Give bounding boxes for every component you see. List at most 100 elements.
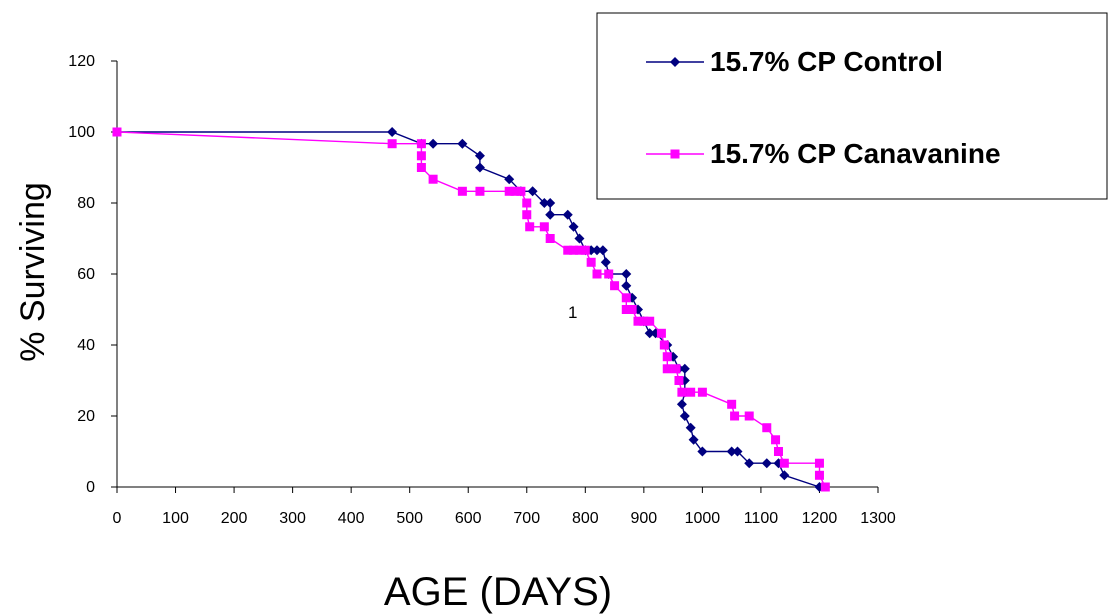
y-tick-label: 40 — [77, 337, 95, 354]
data-point-canavanine — [671, 364, 681, 374]
data-point-control — [688, 434, 699, 445]
data-point-canavanine — [387, 139, 397, 149]
data-point-control — [568, 221, 579, 232]
data-point-control — [726, 446, 737, 457]
data-point-canavanine — [662, 352, 672, 362]
data-point-canavanine — [633, 316, 643, 326]
data-point-canavanine — [525, 222, 535, 232]
data-point-control — [732, 446, 743, 457]
data-point-canavanine — [416, 151, 426, 161]
data-point-control — [621, 280, 632, 291]
data-point-control — [676, 399, 687, 410]
x-tick-label: 200 — [221, 510, 248, 527]
data-point-canavanine — [545, 234, 555, 243]
data-point-control — [592, 245, 603, 256]
data-point-canavanine — [592, 269, 602, 279]
data-point-canavanine — [522, 198, 532, 208]
data-point-canavanine — [516, 186, 526, 196]
data-point-canavanine — [574, 245, 584, 255]
data-point-canavanine — [627, 305, 637, 314]
data-point-control — [539, 198, 550, 208]
data-point-control — [697, 446, 708, 457]
legend-marker-control — [670, 57, 680, 67]
data-point-canavanine — [779, 458, 789, 468]
y-axis-label: % Surviving — [14, 182, 52, 362]
data-point-canavanine — [771, 435, 781, 445]
data-point-canavanine — [645, 316, 655, 326]
data-point-canavanine — [656, 328, 666, 338]
data-point-canavanine — [727, 399, 737, 409]
x-tick-label: 900 — [630, 510, 657, 527]
data-point-canavanine — [604, 269, 614, 279]
x-tick-label: 100 — [162, 510, 189, 527]
x-tick-label: 1100 — [744, 510, 779, 527]
data-point-canavanine — [697, 387, 707, 397]
legend: 15.7% CP Control 15.7% CP Canavanine — [596, 12, 1108, 200]
data-point-canavanine — [428, 174, 438, 184]
data-point-canavanine — [586, 257, 596, 267]
data-point-canavanine — [610, 281, 620, 291]
y-tick-label: 120 — [68, 53, 95, 70]
data-point-control — [761, 458, 772, 469]
data-point-control — [545, 198, 556, 208]
data-point-canavanine — [112, 127, 122, 137]
legend-box — [596, 12, 1108, 200]
x-tick-label: 300 — [279, 510, 306, 527]
legend-label-canavanine: 15.7% CP Canavanine — [710, 138, 1001, 169]
data-point-control — [679, 363, 690, 374]
data-point-canavanine — [773, 447, 783, 456]
data-point-canavanine — [674, 376, 684, 385]
data-point-control — [679, 411, 690, 421]
data-point-canavanine — [814, 470, 824, 480]
data-point-control — [474, 162, 485, 173]
data-point-canavanine — [744, 411, 754, 421]
data-point-canavanine — [522, 210, 532, 220]
x-tick-label: 800 — [572, 510, 599, 527]
data-point-canavanine — [686, 387, 696, 397]
series-layer — [112, 127, 830, 492]
data-point-control — [621, 269, 632, 279]
x-tick-label: 0 — [113, 510, 122, 527]
data-point-control — [597, 245, 608, 256]
x-tick-label: 600 — [455, 510, 482, 527]
data-point-canavanine — [662, 364, 672, 374]
data-point-canavanine — [563, 245, 573, 255]
data-point-control — [457, 138, 468, 149]
x-axis-label: AGE (DAYS) — [384, 570, 612, 614]
data-point-canavanine — [730, 411, 740, 421]
data-point-control — [527, 186, 538, 197]
data-point-canavanine — [639, 316, 649, 326]
data-point-control — [644, 328, 655, 339]
data-point-canavanine — [621, 305, 631, 314]
data-point-canavanine — [416, 163, 426, 172]
data-point-canavanine — [580, 245, 590, 255]
data-point-canavanine — [659, 340, 669, 350]
data-point-control — [562, 209, 573, 220]
y-tick-label: 0 — [86, 479, 95, 496]
data-point-canavanine — [457, 186, 467, 196]
data-point-canavanine — [475, 186, 485, 196]
legend-marker-canavanine — [670, 149, 680, 159]
data-point-canavanine — [621, 293, 631, 303]
x-tick-label: 500 — [396, 510, 423, 527]
data-point-canavanine — [416, 139, 426, 149]
x-tick-label: 1300 — [860, 510, 896, 527]
y-tick-label: 60 — [77, 266, 95, 283]
annotation-label: 1 — [568, 303, 577, 322]
data-point-control — [744, 458, 755, 469]
data-point-control — [474, 150, 485, 161]
legend-label-control: 15.7% CP Control — [710, 46, 943, 77]
x-tick-label: 400 — [338, 510, 365, 527]
data-point-control — [504, 174, 515, 185]
data-point-control — [574, 233, 585, 244]
x-tick-label: 1000 — [685, 510, 721, 527]
x-tick-label: 700 — [513, 510, 540, 527]
x-tick-label: 1200 — [802, 510, 838, 527]
data-point-canavanine — [569, 245, 579, 255]
data-point-control — [387, 127, 398, 137]
data-point-control — [600, 257, 611, 268]
data-point-canavanine — [504, 186, 514, 196]
data-point-canavanine — [820, 482, 830, 492]
data-point-control — [779, 470, 790, 481]
